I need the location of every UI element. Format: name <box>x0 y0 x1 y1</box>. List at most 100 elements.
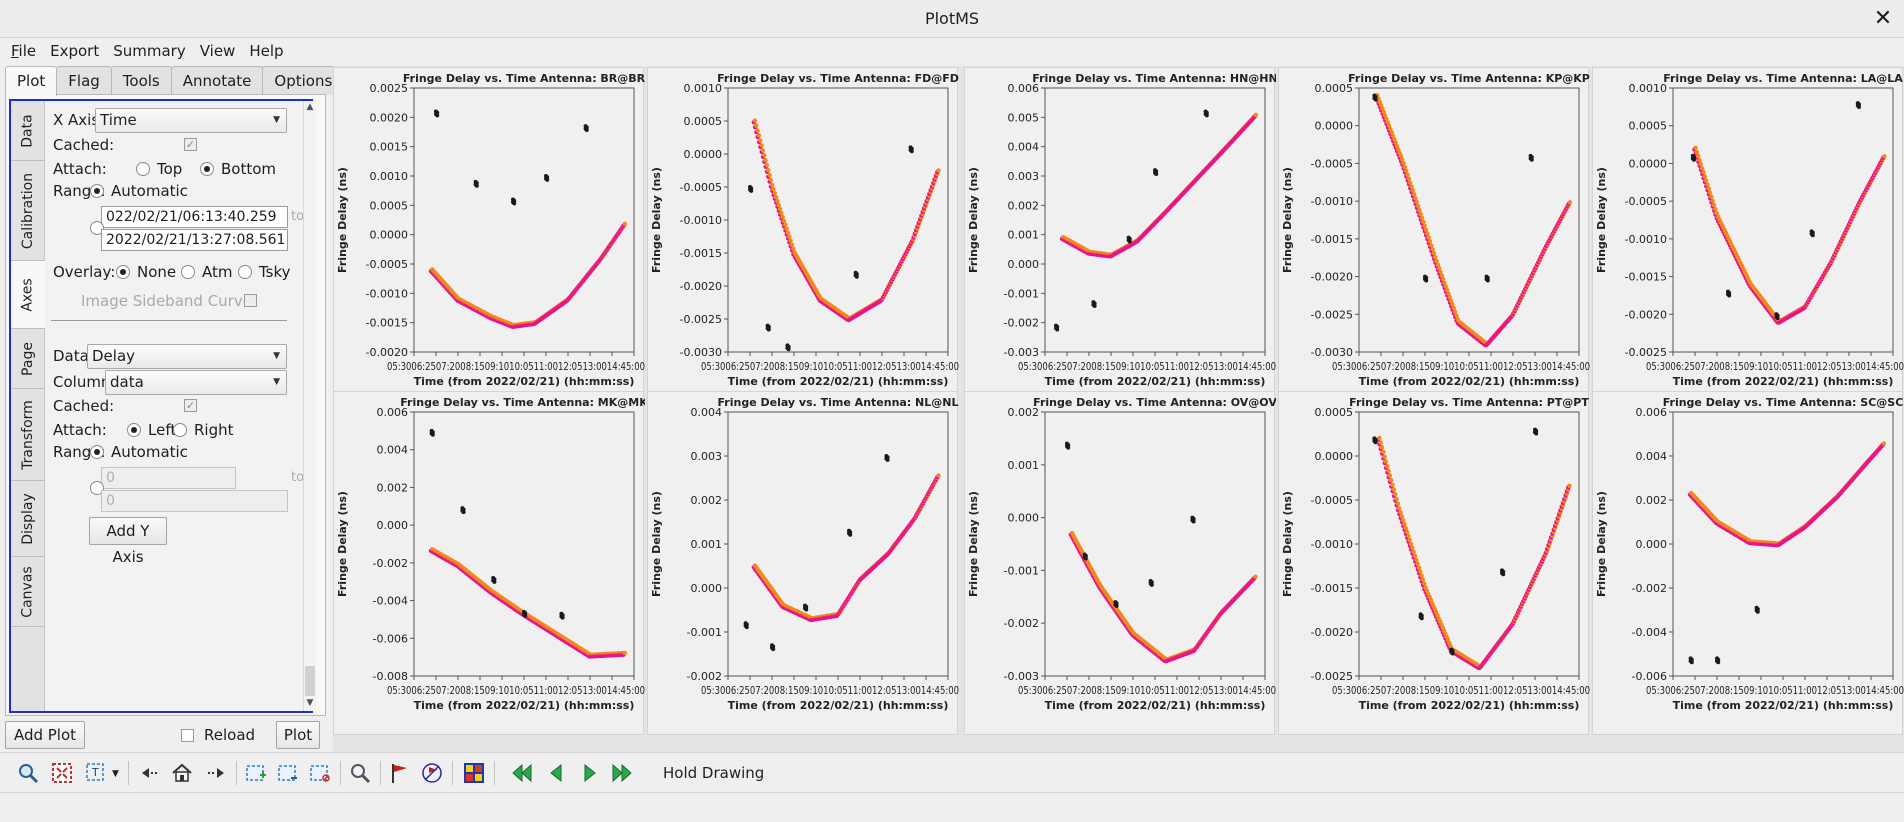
zoom-fit-icon[interactable] <box>50 761 74 785</box>
vtab-data[interactable]: Data <box>11 101 45 161</box>
attach-right-radio[interactable] <box>173 423 187 437</box>
tab-annotate[interactable]: Annotate <box>170 66 264 95</box>
vtab-axes[interactable]: Axes <box>11 261 45 329</box>
vtab-calibration[interactable]: Calibration <box>11 161 45 261</box>
overlay-tsky-radio[interactable] <box>238 265 252 279</box>
menu-help[interactable]: Help <box>249 42 284 60</box>
data-point <box>1441 276 1446 282</box>
flag-icon[interactable] <box>388 761 412 785</box>
hold-drawing-label[interactable]: Hold Drawing <box>663 764 765 782</box>
zoom-icon[interactable] <box>16 761 40 785</box>
vtab-transform[interactable]: Transform <box>11 389 45 481</box>
y-tick-label: -0.001 <box>1004 564 1039 577</box>
tab-tools[interactable]: Tools <box>110 66 172 95</box>
data-point <box>1390 133 1396 139</box>
menu-summary[interactable]: Summary <box>113 42 186 60</box>
x-range-automatic-radio[interactable] <box>90 184 104 198</box>
vtab-canvas[interactable]: Canvas <box>11 557 45 627</box>
data-point <box>1438 269 1443 275</box>
y-range-to-field[interactable]: 0 <box>101 490 288 512</box>
y-range-automatic-radio[interactable] <box>90 445 104 459</box>
data-point <box>1429 243 1434 248</box>
first-page-icon[interactable] <box>510 761 534 785</box>
y-tick-label: -0.001 <box>687 626 722 639</box>
plot-panel[interactable]: Fringe Delay vs. Time Antenna: KP@KP 0.00… <box>1278 67 1590 411</box>
overlay-none-radio[interactable] <box>116 265 130 279</box>
data-point <box>1713 206 1718 212</box>
select-region-icon[interactable] <box>244 761 268 785</box>
y-range-from-field[interactable]: 0 <box>101 467 236 489</box>
unflag-icon[interactable] <box>420 761 444 785</box>
vtab-page[interactable]: Page <box>11 329 45 389</box>
close-icon[interactable]: ✕ <box>1873 6 1893 31</box>
y-data-select[interactable]: Delay ▼ <box>87 344 287 369</box>
scroll-up-icon[interactable]: ▲ <box>306 102 314 112</box>
data-point <box>1394 496 1399 502</box>
previous-view-icon[interactable] <box>138 761 162 785</box>
plot-button[interactable]: Plot <box>276 721 320 749</box>
plot-panel[interactable]: Fringe Delay vs. Time Antenna: SC@SC 0.00… <box>1592 391 1904 735</box>
vtab-display[interactable]: Display <box>11 481 45 557</box>
y-range-manual-radio[interactable] <box>90 481 104 495</box>
scroll-thumb[interactable] <box>305 666 315 696</box>
axes-panel: Data Calibration Axes Page Transform Dis… <box>9 99 316 713</box>
x-range-from-field[interactable]: 022/02/21/06:13:40.259 <box>101 206 288 228</box>
x-range-manual-radio[interactable] <box>90 221 104 235</box>
menu-export[interactable]: Export <box>50 42 100 60</box>
next-page-icon[interactable] <box>578 761 602 785</box>
data-point <box>1387 473 1393 478</box>
x-range-to-field[interactable]: 2022/02/21/13:27:08.561 <box>101 229 288 251</box>
y-column-select[interactable]: data ▼ <box>105 370 287 395</box>
tab-options[interactable]: Options <box>262 66 345 95</box>
plot-canvas-grid[interactable]: Fringe Delay vs. Time Antenna: BR@BR 0.00… <box>333 66 1904 752</box>
chevron-down-icon[interactable]: ▼ <box>112 769 119 779</box>
plot-panel[interactable]: Fringe Delay vs. Time Antenna: NL@NL 0.00… <box>647 391 959 735</box>
scroll-down-icon[interactable]: ▼ <box>306 698 314 708</box>
add-y-axis-button[interactable]: Add Y Axis <box>89 517 167 566</box>
home-icon[interactable] <box>170 761 194 785</box>
y-tick-label: 0.003 <box>691 450 723 463</box>
outlier-point <box>1373 97 1378 102</box>
y-cached-checkbox[interactable]: ✓ <box>184 399 197 412</box>
plot-svg: Fringe Delay vs. Time Antenna: OV@OV0.00… <box>967 396 1276 712</box>
y-tick-label: 0.0005 <box>370 199 409 212</box>
attach-left-radio[interactable] <box>127 423 141 437</box>
attach-top-radio[interactable] <box>136 162 150 176</box>
data-point <box>1253 112 1259 118</box>
subtract-region-icon[interactable] <box>276 761 300 785</box>
add-plot-button[interactable]: Add Plot <box>5 721 85 749</box>
data-point <box>1567 200 1573 205</box>
plot-panel[interactable]: Fringe Delay vs. Time Antenna: HN@HN 0.00… <box>964 67 1276 411</box>
sideband-checkbox[interactable] <box>244 294 257 307</box>
overlay-atm-radio[interactable] <box>181 265 195 279</box>
outlier-point <box>1092 304 1097 309</box>
tab-flag[interactable]: Flag <box>56 66 112 95</box>
plot-svg: Fringe Delay vs. Time Antenna: FD@FD0.00… <box>650 72 959 388</box>
axes-scrollbar[interactable]: ▲ ▼ <box>303 101 316 711</box>
flag-extension-icon[interactable] <box>462 761 486 785</box>
attach-right-label: Right <box>194 421 234 439</box>
plot-panel[interactable]: Fringe Delay vs. Time Antenna: OV@OV 0.00… <box>964 391 1276 735</box>
reload-checkbox[interactable] <box>181 729 194 742</box>
outlier-point <box>885 457 890 462</box>
plot-panel[interactable]: Fringe Delay vs. Time Antenna: BR@BR 0.00… <box>333 67 645 411</box>
next-view-icon[interactable] <box>204 761 228 785</box>
plot-panel[interactable]: Fringe Delay vs. Time Antenna: PT@PT 0.00… <box>1278 391 1590 735</box>
annotate-text-icon[interactable]: T <box>84 761 108 785</box>
inspect-icon[interactable] <box>348 761 372 785</box>
menu-view[interactable]: View <box>199 42 236 60</box>
plot-panel[interactable]: Fringe Delay vs. Time Antenna: FD@FD 0.00… <box>647 67 959 411</box>
data-point <box>1425 231 1430 236</box>
y-tick-label: -0.0030 <box>1311 346 1353 359</box>
x-axis-select[interactable]: Time ▼ <box>95 108 287 133</box>
x-cached-checkbox[interactable]: ✓ <box>184 138 197 151</box>
plot-panel[interactable]: Fringe Delay vs. Time Antenna: MK@MK 0.00… <box>333 391 645 735</box>
plot-panel[interactable]: Fringe Delay vs. Time Antenna: LA@LA 0.00… <box>1592 67 1904 411</box>
previous-page-icon[interactable] <box>544 761 568 785</box>
tab-plot[interactable]: Plot <box>5 66 58 96</box>
last-page-icon[interactable] <box>610 761 634 785</box>
attach-bottom-radio[interactable] <box>200 162 214 176</box>
clear-regions-icon[interactable] <box>308 761 332 785</box>
plot-frame <box>413 87 635 353</box>
menu-file[interactable]: File <box>4 38 43 64</box>
